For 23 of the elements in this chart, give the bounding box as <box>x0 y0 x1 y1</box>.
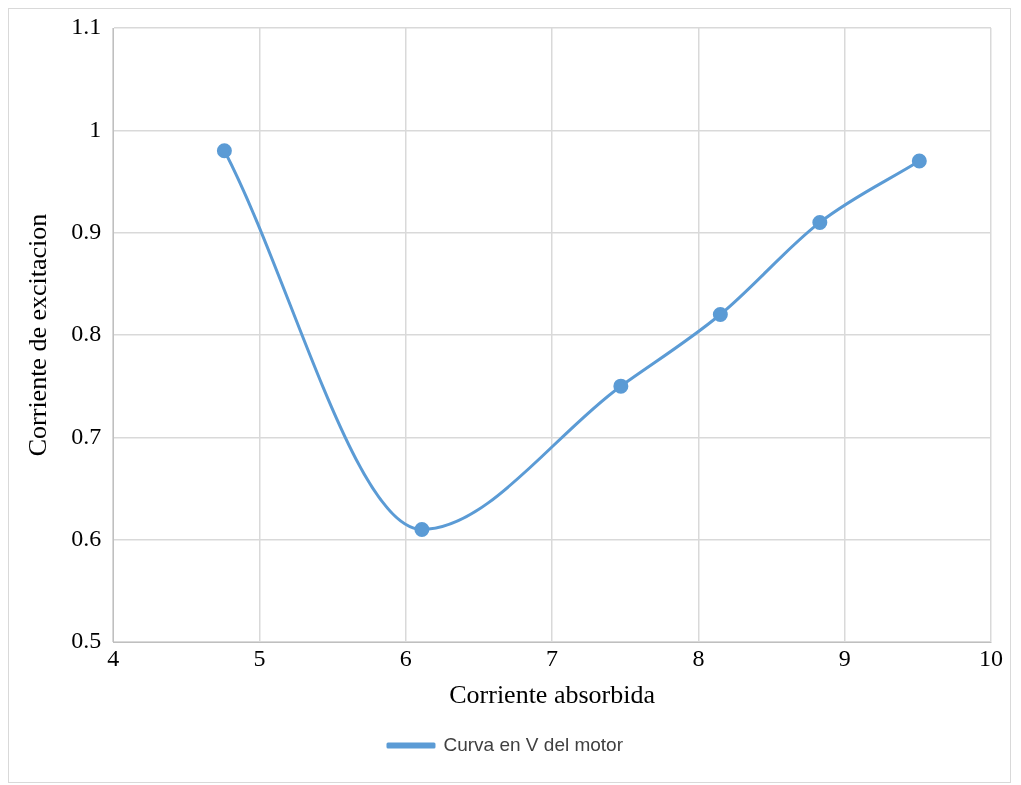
y-tick-label: 0.8 <box>71 320 102 347</box>
point <box>812 214 828 230</box>
point <box>613 378 629 394</box>
legend-label: Curva en V del motor <box>443 733 624 755</box>
x-tick-label: 5 <box>253 644 266 671</box>
x-tick-label: 4 <box>107 644 120 671</box>
point <box>712 307 728 323</box>
y-tick-label: 1.1 <box>71 13 102 40</box>
x-tick-label: 9 <box>838 644 851 671</box>
y-tick-label: 0.6 <box>71 524 102 551</box>
y-tick-label: 0.9 <box>71 217 102 244</box>
x-tick-label: 7 <box>546 644 559 671</box>
x-tick-label: 8 <box>692 644 705 671</box>
point <box>911 153 927 169</box>
x-axis-title: Corriente absorbida <box>449 680 656 710</box>
point <box>414 521 430 537</box>
x-tick-label: 10 <box>979 644 1003 671</box>
y-axis-title: Corriente de excitacion <box>23 213 53 457</box>
y-tick-label: 1 <box>89 115 102 142</box>
point <box>216 143 232 159</box>
y-tick-label: 0.5 <box>71 627 102 654</box>
x-tick-label: 6 <box>399 644 412 671</box>
y-tick-label: 0.7 <box>71 422 102 449</box>
